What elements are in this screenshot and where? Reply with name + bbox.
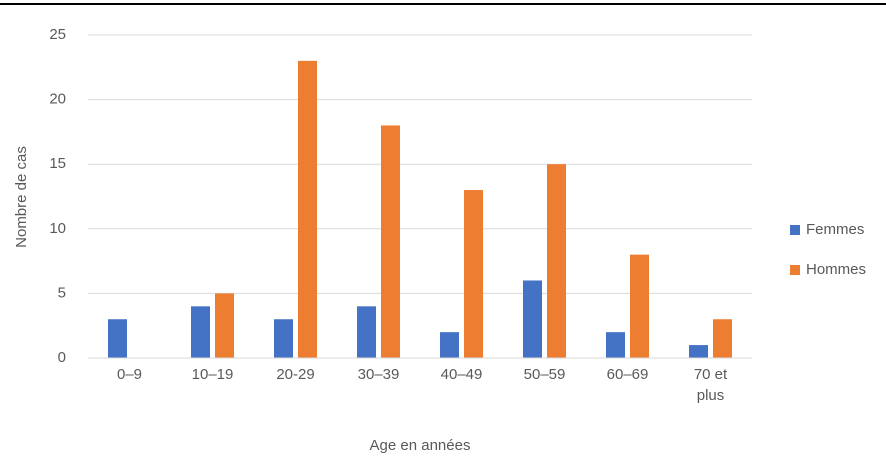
legend-label: Femmes xyxy=(806,221,864,238)
bar xyxy=(523,280,542,358)
bar xyxy=(440,332,459,358)
x-tick-label-box: 40–49 xyxy=(440,366,483,383)
x-tick-label: 10–19 xyxy=(191,366,234,383)
bar xyxy=(298,60,317,359)
y-tick-label: 25 xyxy=(49,26,66,43)
x-tick-label-box: 60–69 xyxy=(606,366,649,383)
bar xyxy=(215,293,234,358)
y-tick-label: 10 xyxy=(49,220,66,237)
bar xyxy=(689,345,708,358)
x-tick-label: 40–49 xyxy=(440,366,483,383)
x-tick-label: 0–9 xyxy=(116,366,143,383)
bar xyxy=(606,332,625,358)
bar xyxy=(630,254,649,358)
bar xyxy=(464,190,483,358)
x-tick-label: 60–69 xyxy=(606,366,649,383)
bar xyxy=(108,319,127,358)
x-tick-label-box: 10–19 xyxy=(191,366,234,383)
bar xyxy=(381,125,400,358)
x-tick-label: 30–39 xyxy=(357,366,400,383)
y-tick-label: 15 xyxy=(49,155,66,172)
bar xyxy=(274,319,293,358)
x-tick-label: 50–59 xyxy=(523,366,566,383)
x-axis-title: Age en années xyxy=(370,437,471,454)
x-tick-label-box: 50–59 xyxy=(523,366,566,383)
y-tick-label: 0 xyxy=(58,349,66,366)
bar xyxy=(713,319,732,358)
legend-swatch xyxy=(790,265,800,275)
x-tick-label: 20-29 xyxy=(276,366,315,383)
bar xyxy=(547,164,566,358)
y-axis-title: Nombre de cas xyxy=(13,146,30,248)
x-tick-label-box: 30–39 xyxy=(357,366,400,383)
legend-swatch xyxy=(790,225,800,235)
bar xyxy=(357,306,376,358)
bar xyxy=(191,306,210,358)
x-tick-label-box: 0–9 xyxy=(116,366,143,383)
legend-label: Hommes xyxy=(806,261,866,278)
x-tick-label-box: 70 et plus xyxy=(693,366,728,404)
y-tick-label: 5 xyxy=(58,284,66,301)
x-tick-label-box: 20-29 xyxy=(276,366,315,383)
x-tick-label: 70 et plus xyxy=(693,366,728,404)
y-tick-label: 20 xyxy=(49,91,66,108)
